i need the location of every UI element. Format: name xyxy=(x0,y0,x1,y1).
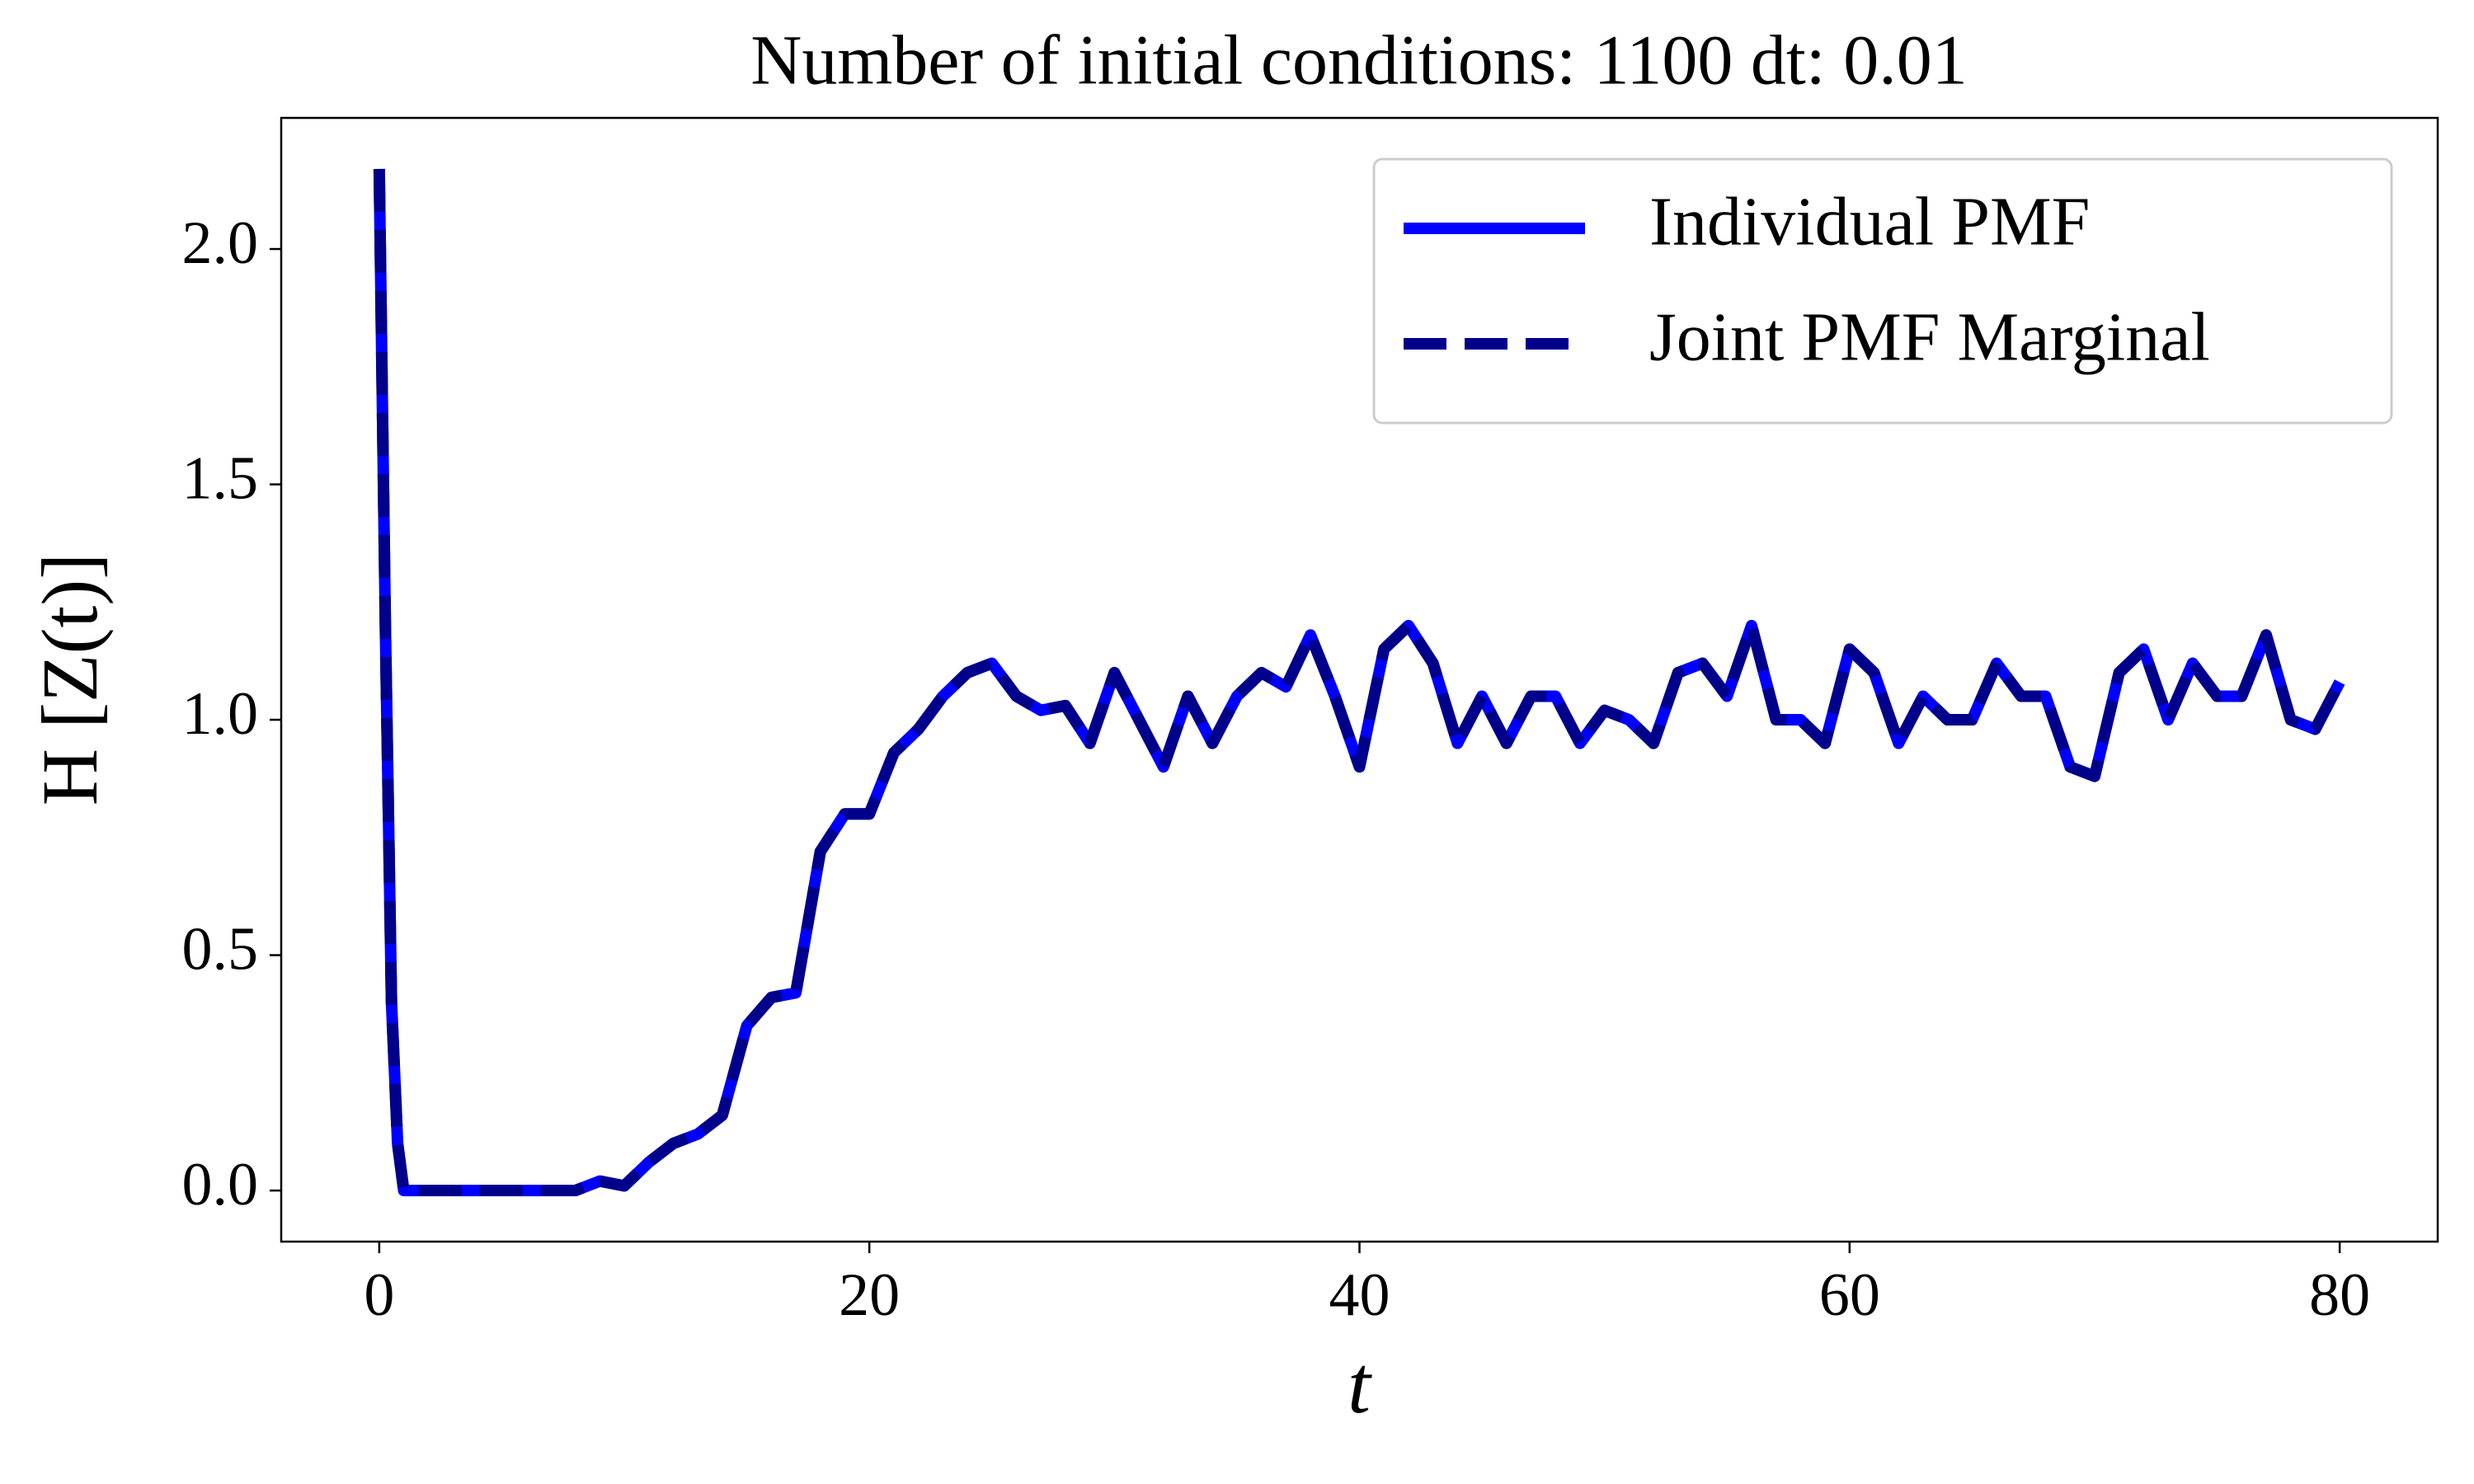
x-tick-label: 80 xyxy=(2309,1261,2370,1329)
chart-title: Number of initial conditions: 1100 dt: 0… xyxy=(750,21,1967,100)
y-axis-label: H [Z(t)] xyxy=(26,553,114,806)
y-tick-label: 0.0 xyxy=(182,1151,259,1219)
y-tick-label: 1.5 xyxy=(182,445,259,513)
legend-box xyxy=(1372,157,2393,425)
plot-frame xyxy=(280,116,2439,1243)
x-tick-label: 20 xyxy=(839,1261,900,1329)
x-tick-label: 40 xyxy=(1329,1261,1390,1329)
legend-label: Individual PMF xyxy=(1649,183,2090,260)
x-tick-label: 60 xyxy=(1819,1261,1880,1329)
legend-label: Joint PMF Marginal xyxy=(1649,298,2210,375)
y-tick-label: 1.0 xyxy=(182,680,259,748)
x-tick-label: 0 xyxy=(364,1261,394,1329)
x-axis-label: t xyxy=(1348,1339,1372,1430)
y-tick-label: 0.5 xyxy=(182,916,259,984)
y-tick-label: 2.0 xyxy=(182,209,259,277)
series-line xyxy=(373,168,2345,1197)
